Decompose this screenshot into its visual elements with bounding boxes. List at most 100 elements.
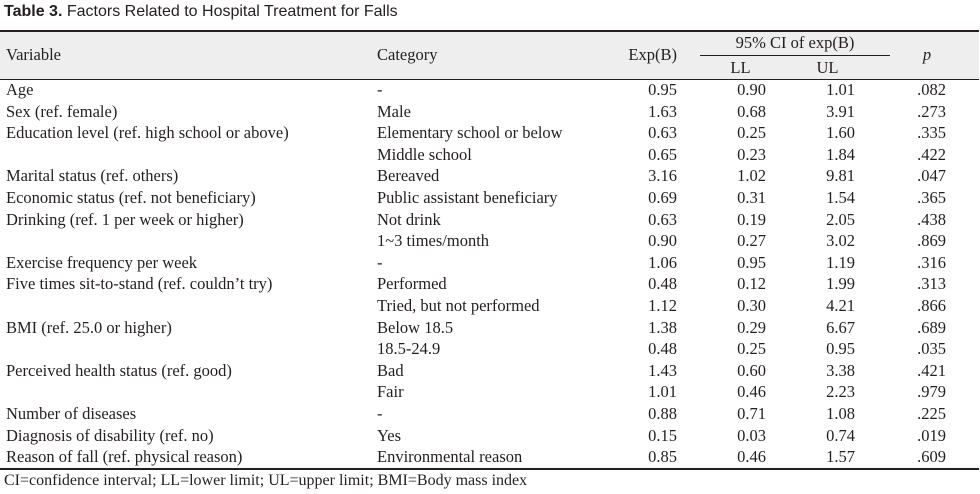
cell-exp-b: 1.01 xyxy=(648,382,677,402)
table-title: Factors Related to Hospital Treatment fo… xyxy=(66,3,398,20)
cell-category: - xyxy=(377,80,383,99)
cell-ll: 0.95 xyxy=(737,252,766,272)
cell-ul: 3.02 xyxy=(826,231,855,251)
cell-variable: Age xyxy=(6,80,34,99)
cell-category: Male xyxy=(377,101,411,121)
cell-p: .421 xyxy=(917,360,946,380)
cell-ul: 0.74 xyxy=(826,425,855,445)
cell-ll: 0.12 xyxy=(737,274,766,294)
cell-category: Yes xyxy=(377,425,402,445)
cell-ul: 1.54 xyxy=(826,188,855,207)
cell-ll: 0.71 xyxy=(737,404,766,423)
cell-ll: 0.03 xyxy=(737,425,766,445)
cell-category: - xyxy=(377,404,383,423)
table-label: Table 3. xyxy=(4,3,63,20)
cell-p: .422 xyxy=(917,144,946,164)
cell-exp-b: 0.95 xyxy=(648,80,677,99)
cell-exp-b: 0.48 xyxy=(648,339,677,359)
cell-ul: 6.67 xyxy=(826,317,855,337)
table-bottom-rule xyxy=(0,468,979,470)
cell-exp-b: 1.43 xyxy=(648,360,677,380)
cell-exp-b: 1.06 xyxy=(648,252,677,272)
cell-ll: 0.68 xyxy=(737,101,766,121)
cell-ul: 1.57 xyxy=(826,447,855,467)
header-ci-group: 95% CI of exp(B) xyxy=(735,33,855,52)
header-ll: LL xyxy=(730,58,751,77)
cell-category: Elementary school or below xyxy=(377,123,563,143)
cell-ul: 1.01 xyxy=(826,80,855,99)
cell-p: .035 xyxy=(917,339,946,359)
cell-ul: 0.95 xyxy=(826,339,855,359)
cell-p: .869 xyxy=(917,231,946,251)
table-header-rule xyxy=(0,79,979,80)
cell-ll: 0.23 xyxy=(737,144,766,164)
cell-ul: 1.99 xyxy=(826,274,855,294)
header-variable: Variable xyxy=(6,45,61,64)
cell-p: .866 xyxy=(917,296,946,315)
cell-variable: Reason of fall (ref. physical reason) xyxy=(6,447,243,467)
cell-category: Bereaved xyxy=(377,166,440,186)
cell-ll: 0.25 xyxy=(737,123,766,143)
cell-exp-b: 0.88 xyxy=(648,404,677,423)
cell-exp-b: 0.63 xyxy=(648,209,677,229)
cell-ul: 2.05 xyxy=(826,209,855,229)
cell-exp-b: 3.16 xyxy=(648,166,677,186)
cell-category: Tried, but not performed xyxy=(377,296,540,315)
cell-exp-b: 1.63 xyxy=(648,101,677,121)
cell-variable: Marital status (ref. others) xyxy=(6,166,179,186)
cell-exp-b: 0.65 xyxy=(648,144,677,164)
cell-exp-b: 1.38 xyxy=(648,317,677,337)
header-p: p xyxy=(922,45,932,64)
cell-ul: 4.21 xyxy=(826,296,855,315)
cell-p: .225 xyxy=(917,404,946,423)
cell-p: .082 xyxy=(917,80,946,99)
cell-variable: Drinking (ref. 1 per week or higher) xyxy=(6,209,244,229)
cell-variable: BMI (ref. 25.0 or higher) xyxy=(6,317,172,337)
cell-exp-b: 0.90 xyxy=(648,231,677,251)
cell-p: .609 xyxy=(917,447,946,467)
cell-ll: 1.02 xyxy=(737,166,766,186)
cell-variable: Exercise frequency per week xyxy=(6,252,198,272)
cell-ll: 0.90 xyxy=(737,80,766,99)
cell-p: .313 xyxy=(917,274,946,294)
cell-ll: 0.31 xyxy=(737,188,766,207)
cell-category: 18.5-24.9 xyxy=(377,339,441,359)
cell-ul: 1.60 xyxy=(826,123,855,143)
cell-p: .689 xyxy=(917,317,946,337)
cell-variable: Five times sit-to-stand (ref. couldn’t t… xyxy=(6,274,273,294)
cell-ll: 0.19 xyxy=(737,209,766,229)
cell-ll: 0.25 xyxy=(737,339,766,359)
cell-p: .979 xyxy=(917,382,946,402)
cell-p: .335 xyxy=(917,123,946,143)
cell-category: - xyxy=(377,252,383,272)
header-ul: UL xyxy=(816,58,839,77)
cell-ll: 0.46 xyxy=(737,382,766,402)
cell-exp-b: 0.15 xyxy=(648,425,677,445)
cell-ll: 0.46 xyxy=(737,447,766,467)
cell-p: .365 xyxy=(917,188,946,207)
header-category: Category xyxy=(377,45,438,64)
cell-p: .019 xyxy=(917,425,946,445)
cell-variable: Education level (ref. high school or abo… xyxy=(6,123,289,143)
cell-ul: 1.08 xyxy=(826,404,855,423)
table-top-rule xyxy=(0,30,979,32)
cell-ul: 3.38 xyxy=(826,360,855,380)
cell-category: Middle school xyxy=(377,144,472,164)
cell-exp-b: 0.63 xyxy=(648,123,677,143)
cell-exp-b: 0.69 xyxy=(648,188,677,207)
cell-category: 1~3 times/month xyxy=(377,231,490,251)
cell-exp-b: 0.85 xyxy=(648,447,677,467)
cell-category: Bad xyxy=(377,360,404,380)
ci-group-rule xyxy=(700,55,890,56)
cell-exp-b: 1.12 xyxy=(648,296,677,315)
cell-category: Fair xyxy=(377,382,404,402)
cell-variable: Perceived health status (ref. good) xyxy=(6,360,232,380)
table-footnote: CI=confidence interval; LL=lower limit; … xyxy=(4,472,528,489)
cell-category: Performed xyxy=(377,274,447,294)
cell-p: .273 xyxy=(917,101,946,121)
cell-ul: 1.84 xyxy=(826,144,855,164)
cell-ul: 9.81 xyxy=(826,166,855,186)
cell-ul: 2.23 xyxy=(826,382,855,402)
cell-category: Environmental reason xyxy=(377,447,523,467)
cell-variable: Sex (ref. female) xyxy=(6,101,118,121)
